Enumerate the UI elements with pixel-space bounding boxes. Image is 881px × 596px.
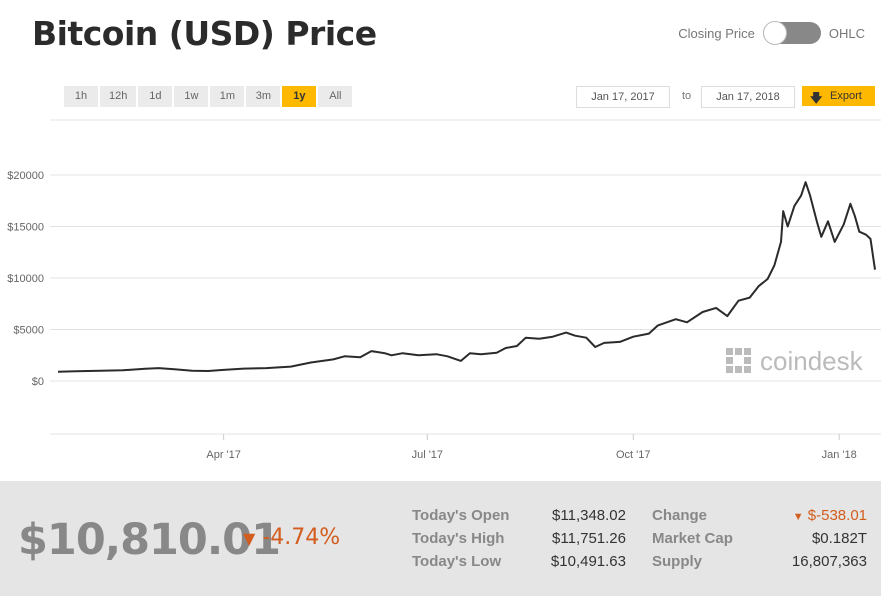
toggle-knob	[762, 21, 787, 45]
y-tick-label: $5000	[13, 325, 44, 337]
ohlc-label: OHLC	[828, 25, 865, 41]
range-button-all[interactable]: All	[318, 86, 353, 107]
today-high-value: $11,751.26	[552, 530, 626, 547]
date-from-input[interactable]: Jan 17, 2017	[576, 86, 670, 108]
down-triangle-icon: ▼	[243, 529, 256, 548]
date-to-input[interactable]: Jan 17, 2018	[701, 86, 795, 108]
svg-text:coindesk: coindesk	[760, 346, 864, 376]
summary-panel: $10,810.01 ▼ -4.74% Today's Open $11,348…	[0, 481, 881, 596]
range-button-1w[interactable]: 1w	[174, 86, 209, 107]
export-label: Export	[830, 90, 862, 102]
change-label: Change	[652, 507, 708, 524]
range-button-1m[interactable]: 1m	[210, 86, 245, 107]
closing-price-label: Closing Price	[678, 25, 755, 41]
price-chart: $0 $5000 $10000 $15000 $20000 Apr '17 Jul '17…	[7, 119, 881, 461]
y-tick-label: $20000	[7, 170, 44, 182]
today-low-value: $10,491.63	[550, 553, 626, 570]
range-button-1y[interactable]: 1y	[282, 86, 317, 107]
change-percent: ▼ -4.74%	[243, 525, 341, 550]
y-tick-label: $10000	[7, 273, 44, 285]
range-selector: 1h 12h 1d 1w 1m 3m 1y All	[64, 86, 353, 107]
down-triangle-icon: ▼	[792, 511, 804, 523]
price-mode-toggle-group: Closing Price OHLC	[678, 21, 865, 45]
supply-label: Supply	[652, 553, 703, 570]
date-to-label: to	[682, 90, 692, 102]
x-tick-label: Jan '18	[822, 449, 857, 461]
current-price: $10,810.01	[18, 515, 281, 565]
today-open-label: Today's Open	[412, 507, 510, 524]
change-value: ▼ $-538.01	[792, 507, 867, 524]
today-low-label: Today's Low	[412, 553, 502, 570]
y-tick-label: $15000	[7, 222, 44, 234]
coindesk-watermark: coindesk	[726, 346, 864, 376]
page-title: Bitcoin (USD) Price	[32, 14, 377, 53]
price-mode-toggle[interactable]	[762, 21, 821, 45]
download-arrow-icon: 🡇	[810, 91, 823, 105]
x-tick-label: Oct '17	[616, 449, 651, 461]
market-cap-label: Market Cap	[652, 530, 733, 547]
series-line-price	[57, 181, 876, 373]
x-tick-label: Apr '17	[206, 449, 241, 461]
x-tick-label: Jul '17	[412, 449, 443, 461]
export-button[interactable]: 🡇 Export	[802, 86, 875, 106]
range-button-1d[interactable]: 1d	[138, 86, 173, 107]
supply-value: 16,807,363	[791, 553, 867, 570]
range-button-12h[interactable]: 12h	[100, 86, 137, 107]
range-button-3m[interactable]: 3m	[246, 86, 281, 107]
range-button-1h[interactable]: 1h	[64, 86, 98, 107]
y-tick-label: $0	[32, 376, 44, 388]
today-open-value: $11,348.02	[552, 507, 626, 524]
today-high-label: Today's High	[412, 530, 505, 547]
market-cap-value: $0.182T	[811, 530, 867, 547]
